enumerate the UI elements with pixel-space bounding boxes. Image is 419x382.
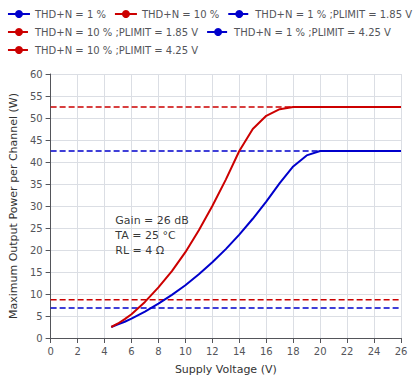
svg-text:26: 26 [395,346,408,357]
svg-text:Supply Voltage (V): Supply Voltage (V) [175,363,277,376]
svg-text:10: 10 [179,346,192,357]
svg-text:Gain = 26 dB: Gain = 26 dB [115,214,189,227]
svg-text:18: 18 [287,346,300,357]
svg-text:0: 0 [36,333,42,344]
svg-text:40: 40 [30,157,43,168]
svg-text:35: 35 [30,179,43,190]
svg-text:5: 5 [36,311,42,322]
svg-text:20: 20 [30,245,43,256]
svg-text:THD+N = 1 %: THD+N = 1 % [34,9,106,20]
svg-text:22: 22 [341,346,354,357]
svg-text:THD+N = 10 % ;PLIMIT = 4.25 V: THD+N = 10 % ;PLIMIT = 4.25 V [34,45,198,56]
svg-text:24: 24 [368,346,381,357]
svg-text:16: 16 [260,346,273,357]
svg-text:50: 50 [30,113,43,124]
svg-text:12: 12 [206,346,219,357]
svg-text:30: 30 [30,201,43,212]
svg-text:2: 2 [74,346,80,357]
svg-text:TA = 25 °C: TA = 25 °C [114,229,176,242]
svg-text:THD+N = 1 % ;PLIMIT = 4.25 V: THD+N = 1 % ;PLIMIT = 4.25 V [233,27,391,38]
svg-text:RL = 4 Ω: RL = 4 Ω [115,244,164,257]
svg-text:55: 55 [30,91,43,102]
svg-text:60: 60 [30,69,43,80]
svg-text:10: 10 [30,289,43,300]
svg-text:45: 45 [30,135,43,146]
svg-text:6: 6 [128,346,134,357]
svg-text:THD+N = 10 %: THD+N = 10 % [141,9,219,20]
svg-text:20: 20 [314,346,327,357]
svg-text:THD+N = 10 % ;PLIMIT = 1.85 V: THD+N = 10 % ;PLIMIT = 1.85 V [34,27,198,38]
svg-text:8: 8 [155,346,161,357]
svg-text:Maximum Output Power per Chann: Maximum Output Power per Channel (W) [7,93,20,319]
svg-text:15: 15 [30,267,43,278]
svg-text:14: 14 [233,346,246,357]
svg-text:25: 25 [30,223,43,234]
svg-text:THD+N = 1 % ;PLIMIT = 1.85 V: THD+N = 1 % ;PLIMIT = 1.85 V [254,9,412,20]
svg-text:4: 4 [101,346,107,357]
svg-text:0: 0 [47,346,53,357]
